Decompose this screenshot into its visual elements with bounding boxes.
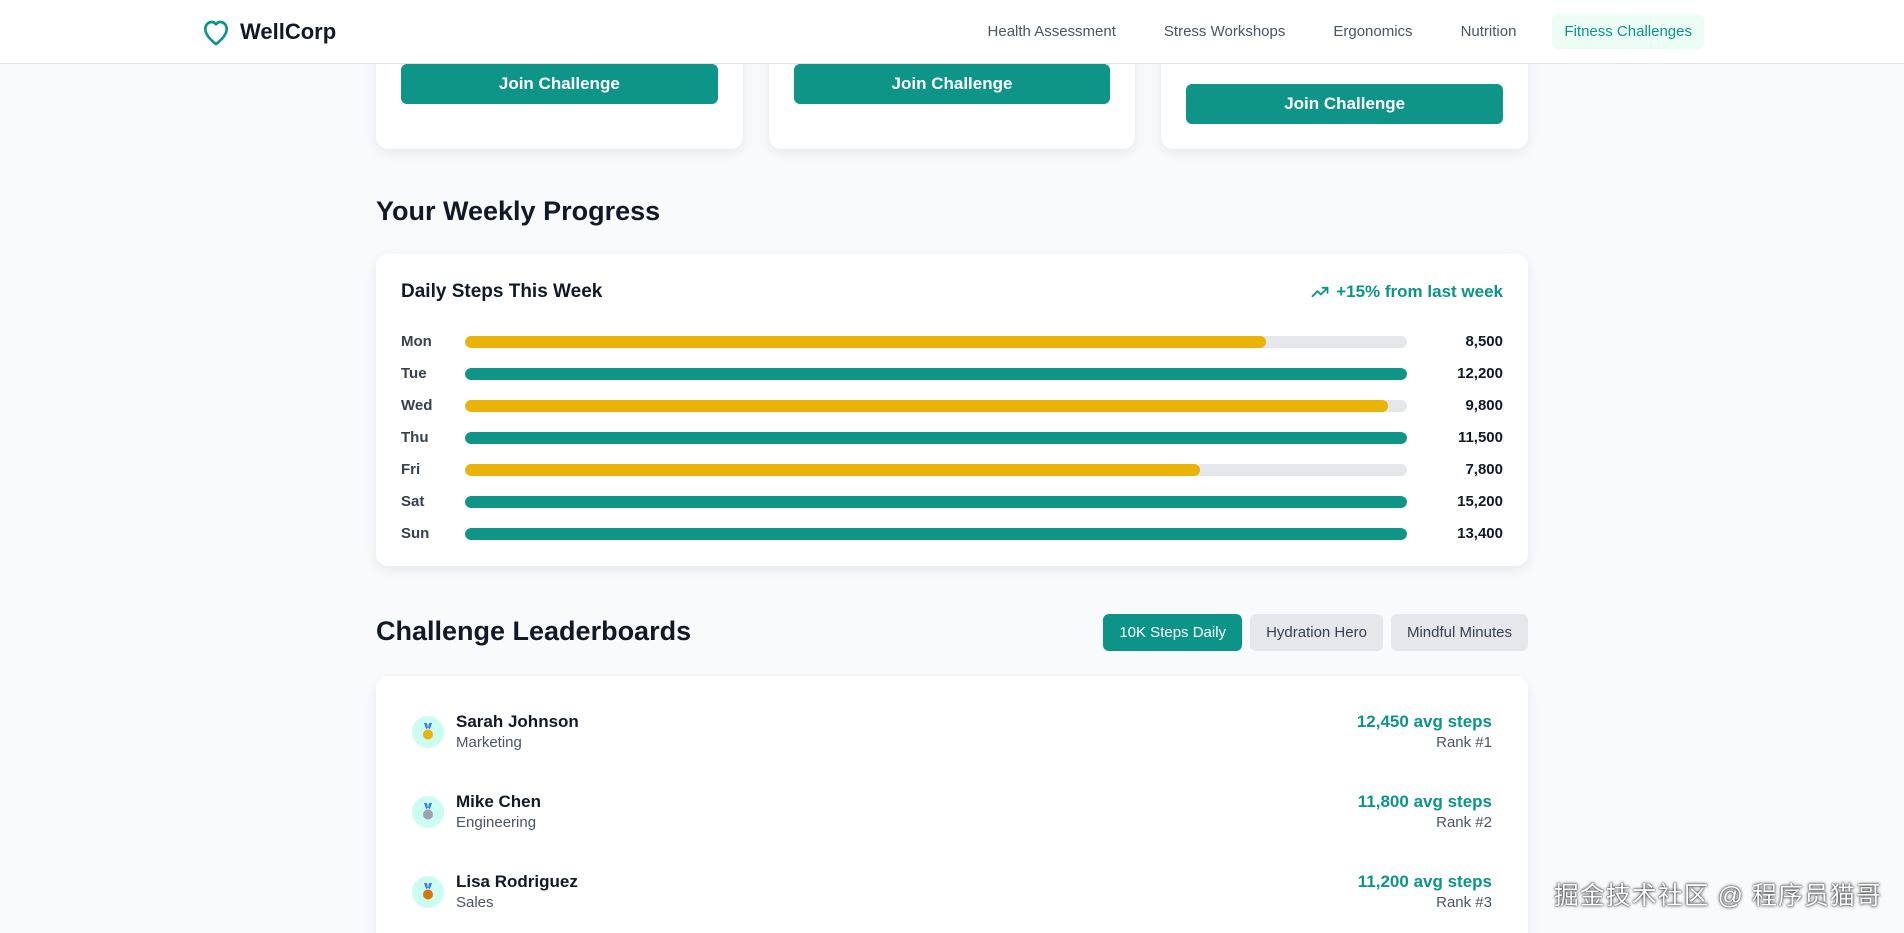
step-bar-fill <box>465 528 1407 540</box>
join-challenge-button[interactable]: Join Challenge <box>401 64 718 104</box>
step-value: 15,200 <box>1457 493 1503 510</box>
day-label: Sat <box>401 493 425 510</box>
step-row: Wed 9,800 <box>401 393 1503 425</box>
leaderboard-tabs: 10K Steps Daily Hydration Hero Mindful M… <box>1103 614 1528 651</box>
trend-indicator: +15% from last week <box>1310 282 1503 302</box>
day-label: Wed <box>401 397 433 414</box>
person-department: Engineering <box>456 814 537 831</box>
step-value: 9,800 <box>1465 397 1503 414</box>
gold-medal-icon <box>423 723 433 740</box>
watermark: 掘金技术社区 @ 程序员猫哥 <box>1553 882 1882 910</box>
trending-up-icon <box>1311 286 1329 298</box>
step-row: Thu 11,500 <box>401 425 1503 457</box>
heart-icon <box>204 20 228 46</box>
step-bar-fill <box>465 464 1200 476</box>
medal-badge <box>412 716 444 748</box>
daily-steps-title: Daily Steps This Week <box>401 281 603 302</box>
rank-label: Rank #3 <box>1436 894 1492 911</box>
step-bar-track <box>465 400 1407 412</box>
step-row: Tue 12,200 <box>401 361 1503 393</box>
step-value: 13,400 <box>1457 525 1503 542</box>
tab-10k-steps-daily[interactable]: 10K Steps Daily <box>1103 614 1243 651</box>
day-label: Tue <box>401 365 427 382</box>
leaderboard-row: Mike Chen Engineering 11,800 avg steps R… <box>412 756 1492 831</box>
stat-value: 11,800 avg steps <box>1357 792 1492 811</box>
step-row: Sat 15,200 <box>401 489 1503 521</box>
daily-steps-card: Daily Steps This Week +15% from last wee… <box>376 254 1528 566</box>
step-bar-fill <box>465 432 1407 444</box>
top-navbar: WellCorp Health Assessment Stress Worksh… <box>0 0 1904 64</box>
leaderboard-card: Sarah Johnson Marketing 12,450 avg steps… <box>376 676 1528 933</box>
step-value: 11,500 <box>1457 429 1503 446</box>
nav-link-nutrition[interactable]: Nutrition <box>1460 23 1517 40</box>
nav-link-ergonomics[interactable]: Ergonomics <box>1333 23 1413 40</box>
leaderboards-title: Challenge Leaderboards <box>376 616 692 646</box>
stat-value: 11,200 avg steps <box>1357 872 1492 891</box>
rank-label: Rank #1 <box>1436 734 1492 751</box>
silver-medal-icon <box>423 803 433 820</box>
trend-text: +15% from last week <box>1336 282 1503 301</box>
nav-link-stress-workshops[interactable]: Stress Workshops <box>1163 23 1286 40</box>
stat-value: 12,450 avg steps <box>1356 712 1492 731</box>
day-label: Fri <box>401 461 421 478</box>
step-bar-track <box>465 368 1407 380</box>
step-value: 7,800 <box>1465 461 1503 478</box>
medal-badge <box>412 876 444 908</box>
step-bar-track <box>465 496 1407 508</box>
nav-link-fitness-challenges[interactable]: Fitness Challenges <box>1552 14 1704 49</box>
person-name: Sarah Johnson <box>456 712 579 731</box>
step-row: Fri 7,800 <box>401 457 1503 489</box>
leaderboard-row: Lisa Rodriguez Sales 11,200 avg steps Ra… <box>412 836 1492 911</box>
step-bar-fill <box>465 368 1407 380</box>
tab-mindful-minutes[interactable]: Mindful Minutes <box>1390 614 1528 651</box>
leaderboard-row: Sarah Johnson Marketing 12,450 avg steps… <box>412 676 1492 751</box>
person-name: Lisa Rodriguez <box>456 872 578 891</box>
step-row: Sun 13,400 <box>401 521 1503 553</box>
join-challenge-button[interactable]: Join Challenge <box>793 64 1111 104</box>
step-bar-fill <box>465 496 1407 508</box>
step-bar-track <box>465 528 1407 540</box>
weekly-progress-title: Your Weekly Progress <box>376 196 661 226</box>
bronze-medal-icon <box>423 883 433 900</box>
step-value: 12,200 <box>1457 365 1503 382</box>
day-label: Sun <box>401 525 430 542</box>
tab-hydration-hero[interactable]: Hydration Hero <box>1250 614 1383 651</box>
step-bar-track <box>465 336 1407 348</box>
medal-badge <box>412 796 444 828</box>
brand-logo[interactable]: WellCorp <box>200 16 336 48</box>
person-department: Marketing <box>456 734 522 751</box>
brand-name: WellCorp <box>240 19 337 44</box>
step-bar-fill <box>465 400 1389 412</box>
join-challenge-button[interactable]: Join Challenge <box>1186 84 1504 124</box>
daily-steps-list: Mon 8,500 Tue 12,200 Wed 9,800 Thu 11,50… <box>401 329 1503 553</box>
person-department: Sales <box>456 894 494 911</box>
nav-link-health-assessment[interactable]: Health Assessment <box>987 23 1116 40</box>
person-name: Mike Chen <box>456 792 542 811</box>
step-value: 8,500 <box>1465 333 1503 350</box>
step-bar-track <box>465 432 1407 444</box>
nav-links: Health Assessment Stress Workshops Ergon… <box>960 14 1704 49</box>
step-row: Mon 8,500 <box>401 329 1503 361</box>
step-bar-track <box>465 464 1407 476</box>
rank-label: Rank #2 <box>1436 814 1492 831</box>
day-label: Thu <box>401 429 429 446</box>
step-bar-fill <box>465 336 1266 348</box>
day-label: Mon <box>401 333 432 350</box>
